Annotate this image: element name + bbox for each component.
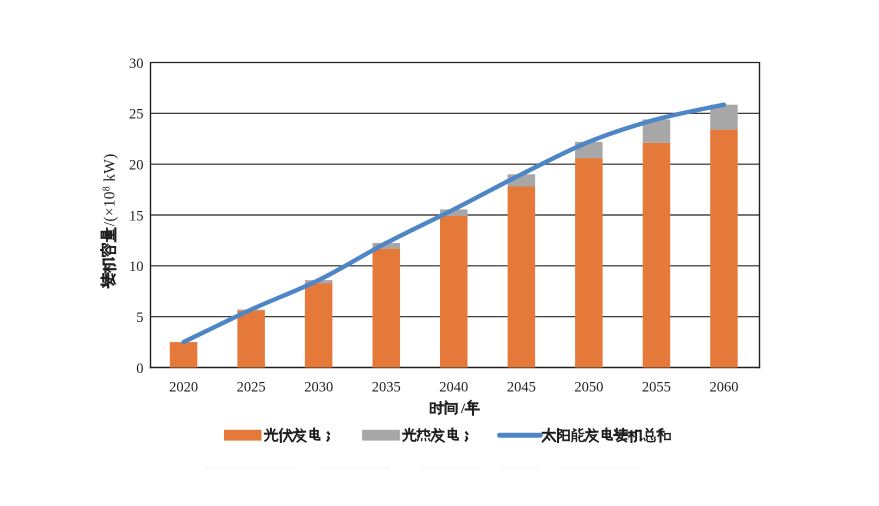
svg-text:2040: 2040: [439, 380, 468, 396]
svg-text:2025: 2025: [237, 380, 266, 396]
svg-text:2045: 2045: [507, 380, 536, 396]
svg-text:5: 5: [136, 310, 143, 326]
svg-text:/(×108 kW): /(×108 kW): [101, 153, 118, 226]
svg-text:30: 30: [129, 56, 144, 72]
svg-text:2055: 2055: [642, 380, 671, 396]
svg-text:2020: 2020: [169, 380, 198, 396]
svg-text:2060: 2060: [710, 380, 739, 396]
svg-text:2035: 2035: [372, 380, 401, 396]
svg-text:0: 0: [136, 361, 143, 377]
svg-text:2030: 2030: [304, 380, 333, 396]
svg-text:15: 15: [129, 208, 144, 224]
svg-text:10: 10: [129, 259, 144, 275]
svg-text:2050: 2050: [574, 380, 603, 396]
svg-text:25: 25: [129, 107, 144, 123]
svg-text:20: 20: [129, 158, 144, 174]
svg-text:/: /: [460, 401, 466, 417]
